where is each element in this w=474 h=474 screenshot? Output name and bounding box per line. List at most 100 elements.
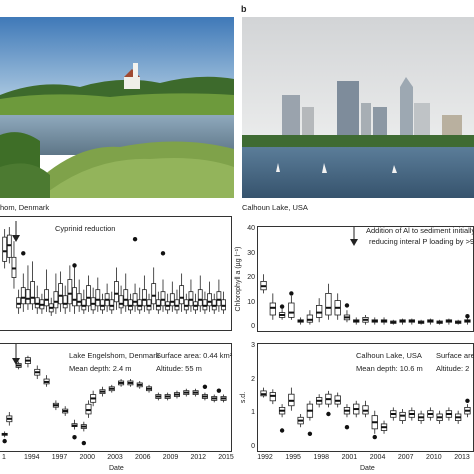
- box-outlier-point: [289, 291, 294, 296]
- y-tick-label: 1: [251, 409, 255, 417]
- x-tick-label: 1: [2, 454, 6, 461]
- plot-b-top-y-axis: 0 10 20 30 40: [242, 225, 256, 332]
- plot-b-bottom-altitude: Altitude: 2: [436, 364, 470, 373]
- box-outlier-point: [2, 438, 7, 444]
- box-body: [197, 289, 203, 307]
- box-body: [34, 297, 40, 309]
- box-outlier-point: [344, 303, 350, 308]
- box-body: [53, 291, 59, 309]
- box-body: [141, 289, 147, 307]
- box-body: [100, 299, 105, 311]
- box-body: [216, 291, 222, 307]
- plot-b-top-y-label: Chlorophyll a (µg l⁻¹): [235, 246, 242, 312]
- box-outlier-point: [279, 304, 285, 309]
- photo-calhoun-lake: [242, 17, 474, 198]
- plot-a-x-axis: 1 1994 1997 2000 2003 2006 2009 2012 2015: [0, 454, 234, 464]
- x-tick-label: 2007: [397, 454, 414, 461]
- box-body: [269, 302, 276, 316]
- plot-a-bottom-canvas: [1, 355, 227, 446]
- box-outlier-point: [132, 236, 138, 242]
- plot-b-bottom: [257, 343, 474, 452]
- box-body: [72, 287, 77, 307]
- box-outlier-point: [326, 411, 331, 417]
- box-body: [146, 299, 152, 311]
- plot-a-bottom-arrow-icon: [12, 344, 20, 365]
- box-body: [25, 289, 31, 305]
- box-body: [160, 291, 166, 307]
- plot-b-top-canvas: [260, 274, 471, 325]
- box-body: [109, 299, 115, 311]
- box-body: [188, 291, 194, 307]
- box-body: [81, 299, 87, 311]
- box-outlier-point: [160, 251, 166, 256]
- box-outlier-point: [216, 388, 222, 393]
- plot-a-top-canvas: [2, 227, 226, 316]
- plot-a-bottom-surface-area: Surface area: 0.44 km²: [156, 351, 233, 360]
- x-tick-label: 2004: [369, 454, 386, 461]
- x-tick-label: 2003: [107, 454, 123, 461]
- box-body: [16, 297, 22, 309]
- plot-b-top: [257, 226, 474, 332]
- x-tick-label: 2009: [162, 454, 179, 461]
- plot-a-bottom-mean-depth: Mean depth: 2.4 m: [69, 364, 132, 373]
- box-body: [288, 302, 295, 318]
- y-tick-label: 40: [247, 225, 255, 232]
- x-tick-label: 2015: [218, 454, 234, 461]
- x-tick-label: 2013: [454, 454, 470, 461]
- box-body: [316, 305, 323, 318]
- y-tick-label: 0: [251, 443, 255, 450]
- box-body: [95, 289, 101, 307]
- plot-b-bottom-y-label: s.d.: [240, 391, 248, 404]
- box-outlier-point: [372, 434, 377, 440]
- x-tick-label: 2010: [426, 454, 442, 461]
- plot-b-bottom-lake-name: Calhoun Lake, USA: [356, 351, 422, 360]
- box-body: [202, 299, 208, 311]
- box-body: [123, 289, 129, 307]
- x-tick-label: 1998: [313, 454, 330, 461]
- box-body: [183, 299, 189, 311]
- box-outlier-point: [81, 440, 87, 446]
- box-body: [132, 293, 138, 307]
- plot-b-top-arrow-icon: [350, 227, 358, 246]
- box-body: [211, 299, 217, 311]
- box-body: [155, 299, 161, 311]
- box-body: [169, 293, 175, 307]
- box-body: [306, 314, 314, 323]
- box-outlier-point: [72, 263, 77, 268]
- plot-a-top-arrow-icon: [12, 221, 20, 242]
- plot-a-bottom: [0, 343, 232, 452]
- calhoun-lake-photo-image: [242, 17, 474, 198]
- plot-b-bottom-mean-depth: Mean depth: 10.6 m: [356, 364, 423, 373]
- plot-b-x-label: Date: [360, 465, 375, 472]
- box-body: [62, 295, 68, 309]
- box-outlier-point: [465, 314, 470, 319]
- plot-a-top: [0, 216, 232, 331]
- box-outlier-point: [307, 431, 313, 436]
- box-body: [128, 299, 133, 311]
- box-body: [179, 285, 185, 305]
- x-tick-label: 2001: [341, 454, 358, 461]
- x-tick-label: 2000: [79, 454, 96, 461]
- box-outlier-point: [202, 384, 208, 389]
- photo-lake-engelshom: [0, 17, 234, 198]
- box-body: [11, 256, 17, 278]
- y-tick-label: 2: [251, 375, 255, 383]
- box-outlier-point: [344, 425, 350, 430]
- plot-a-bottom-altitude: Altitude: 55 m: [156, 364, 202, 373]
- panel-b-letter: b: [241, 4, 247, 14]
- box-body: [114, 281, 119, 303]
- x-tick-label: 1995: [285, 454, 301, 461]
- box-body: [151, 283, 157, 305]
- plot-b-top-annotation-2: reducing interal P loading by >90%: [369, 237, 474, 246]
- box-body: [325, 293, 332, 316]
- panel-b-caption: Calhoun Lake, USA: [242, 203, 308, 212]
- box-body: [58, 283, 63, 305]
- plot-a-top-annotation: Cyprinid reduction: [55, 224, 116, 233]
- y-tick-label: 10: [247, 298, 255, 306]
- box-outlier-point: [21, 251, 26, 256]
- box-body: [118, 295, 124, 309]
- x-tick-label: 2006: [134, 454, 151, 461]
- plot-a-bottom-lake-name: Lake Engelshom, Denmark: [69, 351, 160, 360]
- box-body: [2, 236, 8, 262]
- box-body: [86, 285, 91, 307]
